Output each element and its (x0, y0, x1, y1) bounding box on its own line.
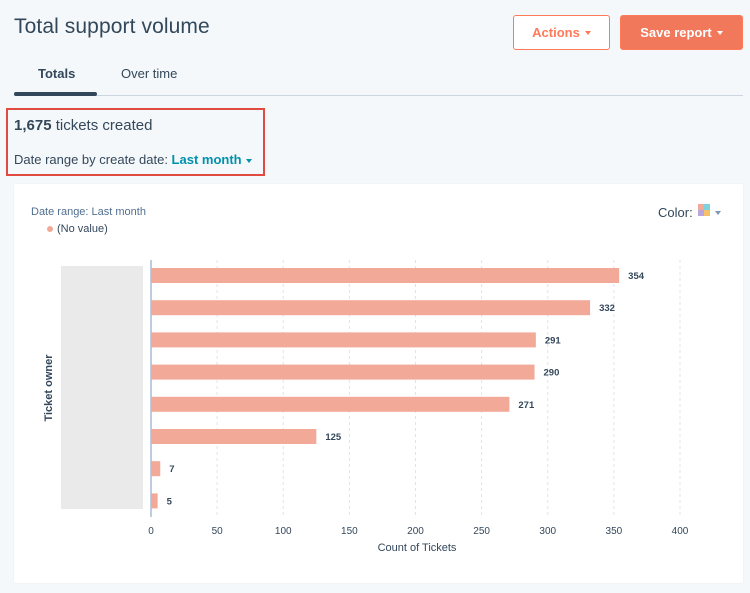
x-tick-label: 350 (606, 526, 623, 537)
x-tick-label: 0 (148, 526, 154, 537)
chart-card: Date range: Last month (No value) Color:… (14, 184, 743, 583)
bar[interactable] (151, 300, 591, 316)
tab-over-time[interactable]: Over time (121, 66, 178, 81)
bar[interactable] (151, 461, 161, 477)
chart-date-range: Date range: Last month (31, 206, 146, 218)
date-range-value: Last month (171, 152, 242, 167)
x-tick-label: 300 (539, 526, 556, 537)
chart-legend: (No value) (47, 223, 108, 235)
date-range-filter: Date range by create date: Last month (14, 152, 252, 167)
x-tick-label: 400 (672, 526, 689, 537)
actions-button[interactable]: Actions (513, 15, 610, 50)
legend-swatch (47, 226, 53, 232)
bar-value-label: 291 (545, 335, 562, 346)
bar[interactable] (151, 429, 317, 444)
save-report-button-label: Save report (640, 25, 712, 40)
bar-chart: 354 332 291 290 271 125 7 5 0 50 100 150 200 250 300 3… (43, 260, 689, 554)
caret-down-icon (716, 31, 723, 35)
x-tick-label: 250 (473, 526, 490, 537)
category-label-area (61, 266, 143, 509)
caret-down-icon (245, 159, 252, 164)
bar-value-label: 7 (169, 464, 174, 475)
x-axis-label: Count of Tickets (378, 542, 457, 554)
color-dropdown-caret-icon[interactable] (715, 211, 721, 215)
save-report-button[interactable]: Save report (620, 15, 743, 50)
actions-button-label: Actions (532, 25, 580, 40)
ticket-summary: 1,675 tickets created (14, 117, 152, 134)
bar-value-label: 125 (325, 432, 342, 443)
legend-entry: (No value) (57, 223, 108, 235)
bar[interactable] (151, 268, 620, 283)
active-tab-indicator (14, 92, 97, 96)
caret-down-icon (584, 31, 591, 35)
bar-value-label: 290 (544, 368, 560, 379)
date-range-prefix: Date range by create date: (14, 152, 172, 167)
bar-value-label: 5 (167, 496, 173, 507)
ticket-count-suffix: tickets created (51, 117, 153, 134)
bar[interactable] (151, 332, 536, 348)
ticket-count: 1,675 (14, 117, 52, 134)
x-tick-label: 100 (275, 526, 292, 537)
chart-bars: 354 332 291 290 271 125 7 5 (151, 268, 645, 509)
date-range-dropdown[interactable]: Last month (172, 152, 252, 167)
color-palette-icon[interactable] (698, 204, 710, 216)
x-tick-label: 50 (212, 526, 224, 537)
y-axis-label: Ticket owner (43, 354, 55, 422)
bar-value-label: 271 (518, 400, 535, 411)
page-title: Total support volume (14, 15, 210, 38)
color-label: Color: (658, 205, 693, 220)
chart-grid (216, 260, 681, 517)
bar-value-label: 332 (599, 303, 615, 314)
bar[interactable] (151, 396, 510, 412)
report-tabs: Totals Over time (14, 60, 743, 96)
bar-value-label: 354 (628, 271, 645, 282)
summary-highlight-box (6, 108, 265, 176)
bar[interactable] (151, 493, 158, 509)
x-tick-label: 200 (407, 526, 424, 537)
bar[interactable] (151, 364, 535, 380)
x-axis-ticks: 0 50 100 150 200 250 300 350 400 (148, 526, 689, 537)
report-header: Total support volume Actions Save report (0, 0, 750, 60)
tab-totals[interactable]: Totals (38, 66, 76, 81)
x-tick-label: 150 (341, 526, 358, 537)
